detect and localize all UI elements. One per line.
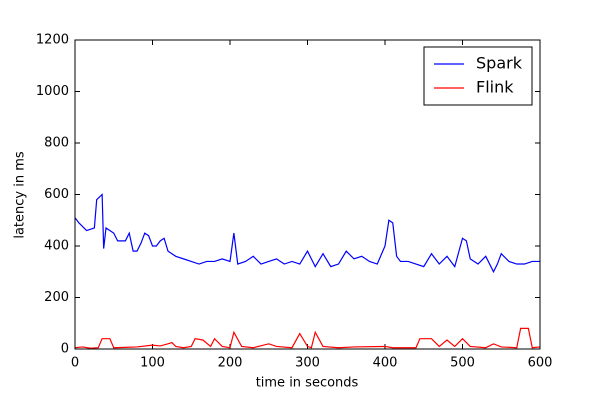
plot-frame — [74, 39, 541, 350]
data-line — [74, 327, 541, 349]
data-line — [74, 193, 540, 274]
y-tick-label: 400 — [44, 239, 69, 254]
legend-label: Spark — [476, 54, 523, 73]
x-tick-label: 100 — [140, 356, 165, 371]
x-tick-label: 200 — [218, 356, 243, 371]
x-tick-label: 600 — [528, 356, 553, 371]
y-tick-label: 1200 — [36, 33, 69, 48]
y-tick-label: 600 — [44, 187, 69, 202]
y-tick-label: 1000 — [36, 84, 69, 99]
y-tick-label: 800 — [44, 136, 69, 151]
x-tick-label: 400 — [373, 356, 398, 371]
x-tick-label: 500 — [450, 356, 475, 371]
legend-label: Flink — [476, 78, 514, 97]
legend-box — [423, 46, 533, 106]
x-axis-label: time in seconds — [256, 376, 359, 391]
y-tick-label: 0 — [61, 342, 69, 357]
y-tick-label: 200 — [44, 290, 69, 305]
x-tick-label: 300 — [295, 356, 320, 371]
y-axis-label: latency in ms — [13, 151, 28, 239]
x-tick-label: 0 — [71, 356, 79, 371]
